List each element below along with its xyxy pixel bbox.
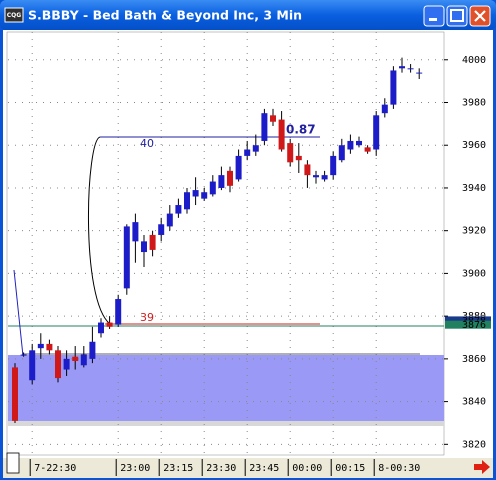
- y-tick-label: 3820: [462, 439, 486, 450]
- candle-body: [287, 143, 294, 163]
- x-axis: 7-22:30 23:00 23:15 23:30 23:45 00:00 00:15 8-0…: [29, 459, 420, 476]
- annotation: 39: [140, 311, 154, 324]
- candle-body: [37, 343, 44, 349]
- title-bar: [0, 0, 496, 30]
- window-buttons: [423, 5, 491, 27]
- candle-body: [98, 322, 104, 334]
- y-tick-label: 3840: [462, 397, 486, 408]
- candle-body: [29, 350, 36, 381]
- candle-body: [330, 155, 337, 176]
- candle-body: [373, 115, 380, 150]
- candle-body: [192, 190, 199, 197]
- candle-body: [261, 113, 268, 141]
- minimize-button[interactable]: [423, 5, 445, 27]
- x-tick-label: 23:45: [249, 463, 279, 474]
- candle-body: [149, 234, 156, 250]
- candle-body: [278, 119, 285, 150]
- x-tick-label: 8-00:30: [378, 463, 420, 474]
- x-tick-label: 00:00: [292, 463, 322, 474]
- candle-body: [20, 354, 27, 356]
- zone-shadow: [8, 421, 444, 426]
- candle-body: [304, 164, 311, 176]
- candle-body: [313, 175, 319, 178]
- candle-body: [227, 170, 233, 186]
- candle-body: [89, 341, 96, 359]
- candle-body: [399, 66, 405, 69]
- x-tick-label: 7-22:30: [34, 463, 76, 474]
- annotation: 0.87: [286, 123, 316, 137]
- x-tick-label: 23:00: [120, 463, 150, 474]
- grid: [8, 32, 444, 455]
- candle-body: [270, 115, 276, 122]
- candle-body: [158, 224, 165, 235]
- y-tick-label: 3940: [462, 183, 486, 194]
- candle-body: [141, 241, 147, 253]
- candle-body: [184, 192, 190, 210]
- y-tick-label: 3900: [462, 268, 486, 279]
- annotation: 40: [140, 137, 154, 150]
- measure-arc: [87, 136, 111, 325]
- candle-body: [218, 175, 225, 188]
- y-tick-label: 3920: [462, 226, 486, 237]
- price-tag-label: 3876: [462, 320, 486, 331]
- minimize-glyph: [429, 18, 437, 21]
- candle-body: [106, 322, 113, 327]
- candle-body: [235, 155, 242, 180]
- candle-body: [80, 354, 87, 366]
- y-tick-label: 3980: [462, 98, 486, 109]
- axes: 3820384038603880390039203940396039804000…: [444, 55, 491, 450]
- candle-body: [381, 104, 388, 114]
- window-title: S.BBBY - Bed Bath & Beyond Inc, 3 Min: [28, 8, 302, 23]
- candle-body: [338, 145, 345, 161]
- trend-line: [13, 269, 24, 357]
- candle-body: [55, 350, 61, 379]
- candle-body: [295, 155, 302, 161]
- x-tick-label: 00:15: [335, 463, 365, 474]
- y-tick-label: 4000: [462, 55, 486, 66]
- candle-body: [63, 358, 70, 370]
- x-axis-bar: [3, 458, 493, 478]
- price-tag: [445, 320, 491, 329]
- candle-body: [407, 68, 414, 70]
- candle-body: [244, 149, 251, 156]
- price-tag: [445, 316, 491, 325]
- candle-body: [72, 356, 79, 361]
- x-tick-label: 23:15: [163, 463, 193, 474]
- candle-body: [321, 175, 328, 180]
- candle-body: [115, 299, 122, 325]
- candle-body: [132, 222, 139, 242]
- y-tick-label: 3960: [462, 140, 486, 151]
- candle-body: [46, 343, 53, 351]
- close-glyph: [474, 10, 486, 22]
- candle-body: [12, 367, 18, 421]
- scroll-right-arrow[interactable]: [474, 460, 490, 474]
- candle-body: [201, 192, 208, 199]
- candle-body: [390, 70, 397, 105]
- app-icon-box: [4, 7, 24, 23]
- candle-body: [252, 145, 259, 152]
- candles: [12, 57, 423, 423]
- candle-body: [166, 213, 173, 227]
- candle-body: [356, 140, 362, 146]
- x-tick-label: 23:30: [206, 463, 236, 474]
- scroll-box[interactable]: [6, 452, 20, 474]
- maximize-glyph: [450, 9, 464, 22]
- y-tick-label: 3860: [462, 354, 486, 365]
- candle-body: [175, 205, 182, 214]
- candle-body: [347, 140, 354, 150]
- candle-body: [416, 72, 423, 74]
- candle-body: [209, 181, 216, 195]
- candle-body: [123, 226, 130, 289]
- app-icon: CQG: [7, 12, 22, 19]
- shaded-zone: [8, 355, 444, 421]
- candle-body: [364, 147, 371, 152]
